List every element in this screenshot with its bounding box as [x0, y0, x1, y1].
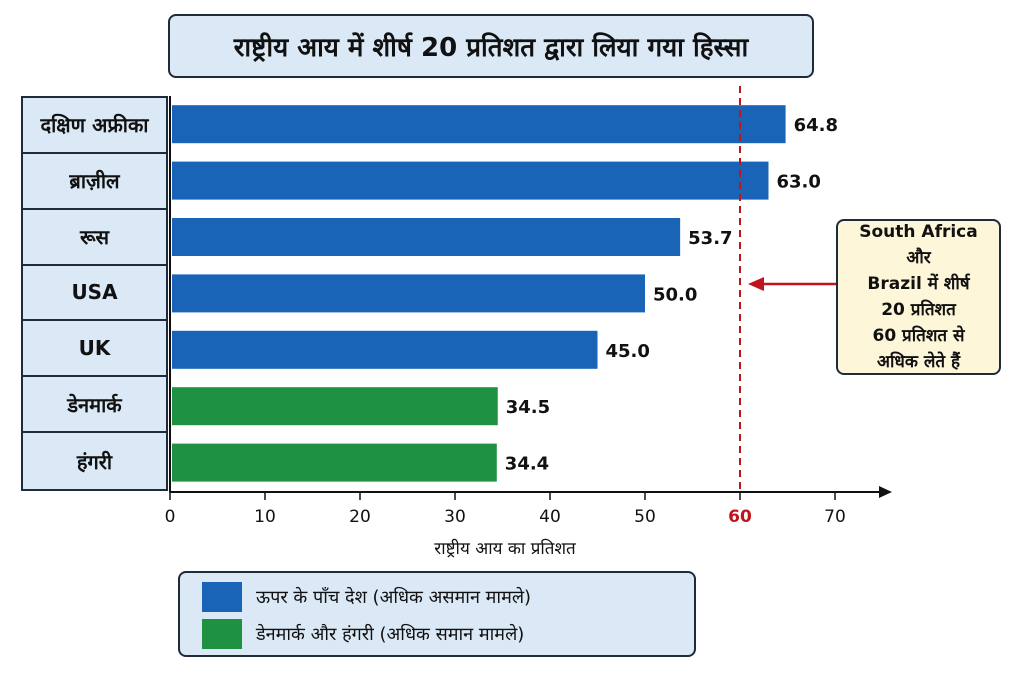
- x-tick-label: 70: [824, 507, 846, 527]
- category-label: UK: [23, 321, 166, 378]
- category-label: डेनमार्क: [23, 377, 166, 434]
- chart-title: राष्ट्रीय आय में शीर्ष 20 प्रतिशत द्वारा…: [233, 33, 749, 63]
- bar: [172, 218, 681, 256]
- category-label-column: दक्षिण अफ्रीका ब्राज़ील रूस USA UK डेनमार्क हं…: [21, 96, 168, 491]
- x-tick-label: 20: [349, 507, 371, 527]
- category-label: ब्राज़ील: [23, 154, 166, 210]
- annotation-callout: South Africa और Brazil में शीर्ष 20 प्रत…: [836, 219, 1001, 375]
- annotation-text: South Africa और Brazil में शीर्ष 20 प्रत…: [859, 222, 978, 372]
- bar: [172, 330, 598, 369]
- legend-item-top: ऊपर के पाँच देश (अधिक असमान मामले): [202, 582, 531, 612]
- x-tick-label: 60: [728, 507, 752, 527]
- bar-value-label: 64.8: [794, 115, 838, 136]
- legend-label-equal: डेनमार्क और हंगरी (अधिक समान मामले): [256, 624, 525, 645]
- legend-label-top: ऊपर के पाँच देश (अधिक असमान मामले): [256, 587, 532, 608]
- legend-swatch-equal: [202, 619, 242, 649]
- category-label: रूस: [23, 210, 166, 266]
- category-label: हंगरी: [76, 449, 113, 474]
- bar-value-label: 63.0: [777, 172, 821, 193]
- bar: [172, 105, 786, 144]
- x-tick-label: 40: [539, 507, 561, 527]
- legend: ऊपर के पाँच देश (अधिक असमान मामले) डेनमा…: [178, 571, 696, 657]
- x-axis-label: राष्ट्रीय आय का प्रतिशत: [434, 538, 576, 559]
- bar-value-label: 50.0: [653, 284, 697, 305]
- bar: [172, 161, 769, 200]
- bar-value-label: 45.0: [606, 341, 650, 362]
- x-axis-arrow: [879, 486, 892, 498]
- bar: [172, 274, 645, 313]
- bar-value-label: 34.4: [505, 454, 549, 475]
- x-tick-label: 50: [634, 507, 656, 527]
- x-tick-label: 0: [165, 507, 176, 527]
- annotation-arrow-head: [748, 277, 764, 291]
- bar-value-label: 53.7: [688, 228, 732, 249]
- bar-value-label: 34.5: [506, 397, 550, 418]
- category-label: USA: [23, 266, 166, 322]
- x-tick-label: 10: [254, 507, 276, 527]
- category-label: दक्षिण अफ्रीका: [23, 98, 166, 154]
- legend-swatch-top: [202, 582, 242, 612]
- bar: [172, 443, 497, 482]
- chart-title-box: राष्ट्रीय आय में शीर्ष 20 प्रतिशत द्वारा…: [168, 14, 814, 78]
- bar: [172, 387, 498, 426]
- legend-item-equal: डेनमार्क और हंगरी (अधिक समान मामले): [202, 619, 524, 649]
- x-tick-label: 30: [444, 507, 466, 527]
